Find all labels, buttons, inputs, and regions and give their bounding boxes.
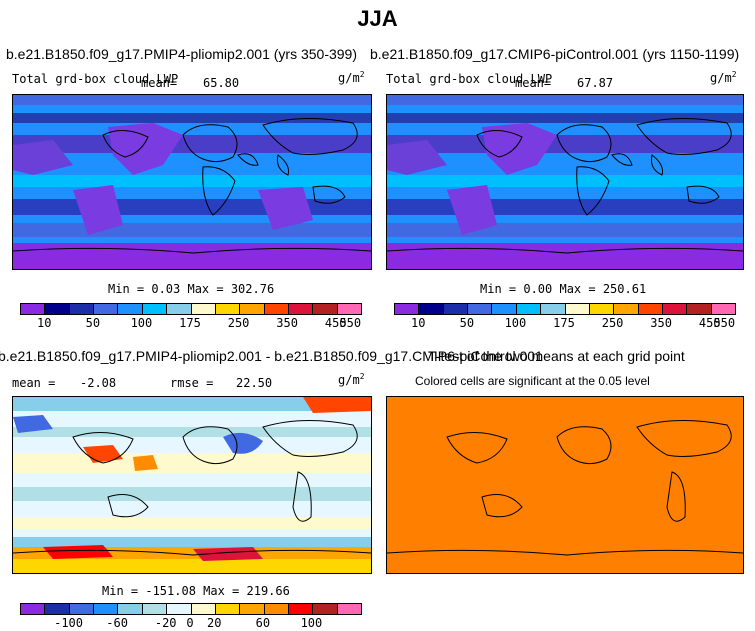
colorbar-tick-label: 350 [650, 316, 672, 330]
colorbar-swatch [687, 304, 712, 314]
colorbar-swatch [565, 304, 590, 314]
colorbar-swatch [419, 304, 444, 314]
colorbar-swatch [167, 604, 192, 614]
colorbar-tick-label: 550 [713, 316, 736, 330]
panel1-min-max: Min = 0.03 Max = 302.76 [108, 282, 275, 296]
panel2-units: g/m2 [710, 70, 737, 85]
colorbar-tick-label: 100 [130, 316, 153, 330]
colorbar-tick-label: 50 [459, 316, 475, 330]
colorbar-swatch [45, 604, 70, 614]
colorbar-swatch [313, 604, 338, 614]
colorbar-tick-label: -20 [154, 616, 177, 630]
colorbar-swatch [711, 304, 736, 314]
colorbar-swatch [69, 604, 95, 614]
colorbar-swatch [264, 304, 289, 314]
figure-title: JJA [357, 6, 398, 31]
colorbar-swatch [516, 304, 542, 314]
panel2-variable: Total grd-box cloud LWP [386, 72, 553, 86]
colorbar-tick-label: 250 [227, 316, 250, 330]
colorbar-swatch [614, 304, 639, 314]
colorbar-swatch [264, 604, 289, 614]
colorbar-swatch [492, 304, 517, 314]
panel2-min-max: Min = 0.00 Max = 250.61 [480, 282, 647, 296]
panel1-colorbar [20, 303, 362, 315]
panel2-mean-value: 67.87 [577, 76, 614, 90]
colorbar-tick-label: 50 [85, 316, 101, 330]
colorbar-tick-label: 60 [255, 616, 271, 630]
panel3-units: g/m2 [338, 372, 365, 387]
colorbar-tick-label: -60 [106, 616, 128, 630]
colorbar-swatch [21, 304, 46, 314]
colorbar-swatch [443, 304, 469, 314]
panel1-case-title: b.e21.B1850.f09_g17.PMIP4-pliomip2.001 (… [6, 46, 357, 62]
panel2-map [386, 94, 744, 270]
panel1-units: g/m2 [338, 70, 365, 85]
panel3-colorbar [20, 603, 362, 615]
panel1-map [12, 94, 372, 270]
colorbar-swatch [94, 304, 119, 314]
panel1-variable: Total grd-box cloud LWP [12, 72, 179, 86]
panel3-rmse-label: rmse = [170, 376, 214, 390]
colorbar-swatch [240, 604, 265, 614]
panel2-colorbar [394, 303, 736, 315]
colorbar-swatch [541, 304, 566, 314]
colorbar-swatch [191, 604, 216, 614]
panel3-case-title: b.e21.B1850.f09_g17.PMIP4-pliomip2.001 -… [0, 348, 543, 364]
colorbar-tick-label: 100 [504, 316, 527, 330]
colorbar-tick-label: 250 [601, 316, 624, 330]
colorbar-swatch [191, 304, 216, 314]
panel1-mean-label: mean= [141, 76, 178, 90]
colorbar-tick-label: 350 [276, 316, 298, 330]
colorbar-swatch [638, 304, 663, 314]
colorbar-tick-label: 175 [553, 316, 575, 330]
colorbar-swatch [662, 304, 688, 314]
colorbar-swatch [288, 304, 314, 314]
colorbar-swatch [313, 304, 338, 314]
colorbar-swatch [240, 304, 265, 314]
colorbar-tick-label: 175 [179, 316, 201, 330]
colorbar-swatch [215, 304, 241, 314]
panel3-map [12, 396, 372, 574]
colorbar-swatch [395, 304, 420, 314]
panel2-case-title: b.e21.B1850.f09_g17.CMIP6-piControl.001 … [370, 46, 740, 62]
colorbar-tick-label: 0 [186, 616, 194, 630]
colorbar-swatch [142, 604, 168, 614]
colorbar-swatch [142, 304, 168, 314]
colorbar-swatch [118, 604, 143, 614]
colorbar-swatch [468, 304, 493, 314]
colorbar-tick-label: 450 [698, 316, 721, 330]
colorbar-tick-label: 550 [339, 316, 362, 330]
colorbar-tick-label: 10 [411, 316, 426, 330]
panel3-min-max: Min = -151.08 Max = 219.66 [102, 584, 290, 598]
panel4-subtitle: Colored cells are significant at the 0.0… [415, 374, 650, 388]
colorbar-tick-label: -100 [54, 616, 84, 630]
colorbar-swatch [69, 304, 95, 314]
colorbar-swatch [215, 604, 241, 614]
colorbar-swatch [167, 304, 192, 314]
colorbar-swatch [45, 304, 70, 314]
colorbar-tick-label: 450 [324, 316, 347, 330]
colorbar-swatch [589, 304, 615, 314]
colorbar-swatch [118, 304, 143, 314]
panel3-mean-value: -2.08 [80, 376, 117, 390]
colorbar-swatch [288, 604, 314, 614]
panel4-title: T-test of the two means at each grid poi… [428, 348, 685, 364]
panel3-mean-label: mean = [12, 376, 56, 390]
panel1-mean-value: 65.80 [203, 76, 240, 90]
colorbar-swatch [21, 604, 46, 614]
colorbar-tick-label: 10 [37, 316, 52, 330]
colorbar-swatch [337, 304, 362, 314]
colorbar-tick-label: 100 [300, 616, 323, 630]
colorbar-swatch [94, 604, 119, 614]
panel4-map [386, 396, 744, 574]
colorbar-swatch [337, 604, 362, 614]
colorbar-tick-label: 20 [207, 616, 222, 630]
panel2-mean-label: mean= [515, 76, 552, 90]
panel3-rmse-value: 22.50 [236, 376, 273, 390]
